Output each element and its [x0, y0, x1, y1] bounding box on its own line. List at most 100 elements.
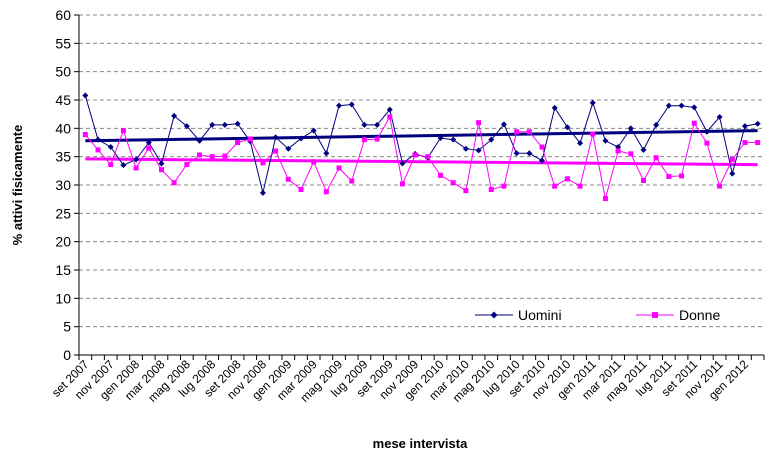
point-donne — [514, 129, 520, 135]
point-donne — [82, 132, 88, 138]
point-uomini — [513, 150, 520, 157]
point-donne — [628, 151, 634, 157]
point-donne — [653, 155, 659, 161]
legend: Uomini Donne — [475, 307, 720, 323]
y-tick-label-30: 30 — [55, 177, 71, 193]
point-donne — [349, 178, 355, 184]
point-donne — [729, 157, 735, 162]
y-tick-label-40: 40 — [55, 120, 71, 136]
point-donne — [590, 131, 596, 137]
point-donne — [539, 144, 545, 150]
point-donne — [120, 128, 126, 134]
point-uomini — [95, 136, 102, 143]
point-uomini — [374, 121, 381, 128]
point-donne — [679, 173, 685, 179]
point-uomini — [500, 121, 507, 128]
point-uomini — [107, 144, 114, 151]
point-uomini — [589, 99, 596, 106]
point-uomini — [259, 189, 266, 196]
series-line-uomini — [84, 95, 758, 194]
point-uomini — [577, 140, 584, 147]
point-uomini — [82, 92, 89, 99]
point-uomini — [691, 104, 698, 111]
point-donne — [552, 183, 558, 189]
point-donne — [704, 140, 710, 146]
point-uomini — [564, 124, 571, 131]
point-donne — [691, 120, 697, 126]
legend-marker-uomini — [490, 311, 498, 319]
point-uomini — [348, 101, 355, 108]
point-donne — [146, 145, 152, 151]
y-tick-label-35: 35 — [55, 149, 71, 165]
point-uomini — [602, 137, 609, 144]
point-donne — [108, 162, 114, 168]
point-donne — [755, 140, 761, 145]
point-uomini — [361, 121, 368, 128]
point-donne — [133, 165, 139, 171]
point-uomini — [741, 123, 748, 130]
legend-label-uomini: Uomini — [518, 307, 562, 323]
point-uomini — [323, 150, 330, 157]
point-donne — [564, 176, 570, 182]
point-uomini — [133, 156, 140, 163]
x-axis-title: mese intervista — [373, 436, 468, 451]
point-uomini — [209, 121, 216, 128]
point-donne — [387, 114, 393, 120]
point-uomini — [526, 150, 533, 157]
trendline-donne — [85, 157, 758, 167]
point-uomini — [627, 125, 634, 132]
plot-area — [82, 92, 761, 202]
y-tick-label-20: 20 — [55, 234, 71, 250]
point-donne — [247, 136, 253, 142]
point-donne — [209, 154, 215, 160]
gridlines — [79, 14, 764, 328]
point-donne — [577, 183, 583, 189]
axes — [74, 14, 765, 360]
point-donne — [222, 153, 228, 159]
point-uomini — [171, 112, 178, 119]
point-uomini — [475, 147, 482, 154]
point-donne — [501, 183, 507, 189]
trendline-uomini — [85, 129, 758, 143]
point-donne — [666, 174, 672, 179]
point-uomini — [221, 121, 228, 128]
point-uomini — [551, 104, 558, 111]
point-donne — [323, 189, 329, 195]
point-uomini — [462, 145, 469, 152]
point-donne — [438, 172, 444, 178]
y-tick-label-15: 15 — [55, 262, 71, 278]
point-uomini — [488, 136, 495, 143]
point-donne — [197, 152, 203, 158]
y-tick-label-0: 0 — [63, 347, 71, 363]
point-uomini — [399, 160, 406, 167]
point-donne — [298, 187, 304, 193]
point-donne — [336, 165, 342, 171]
point-uomini — [196, 137, 203, 144]
y-tick-labels: 0 5 10 15 20 25 30 35 40 45 50 55 60 — [55, 7, 71, 363]
point-donne — [399, 181, 405, 187]
point-uomini — [450, 136, 457, 143]
point-donne — [450, 180, 456, 186]
point-donne — [184, 162, 190, 168]
y-tick-label-50: 50 — [55, 64, 71, 80]
point-uomini — [183, 123, 190, 130]
y-tick-label-5: 5 — [63, 319, 71, 335]
point-uomini — [754, 120, 761, 127]
y-tick-label-45: 45 — [55, 92, 71, 108]
point-donne — [615, 148, 621, 154]
point-donne — [311, 159, 317, 165]
point-donne — [260, 160, 266, 166]
point-uomini — [729, 170, 736, 177]
point-donne — [235, 140, 241, 145]
point-donne — [602, 196, 608, 202]
y-tick-label-25: 25 — [55, 205, 71, 221]
point-donne — [476, 120, 482, 126]
point-uomini — [539, 157, 546, 164]
point-donne — [526, 129, 532, 135]
point-uomini — [145, 139, 152, 146]
point-donne — [717, 183, 723, 189]
point-donne — [488, 187, 494, 193]
point-uomini — [158, 160, 165, 167]
